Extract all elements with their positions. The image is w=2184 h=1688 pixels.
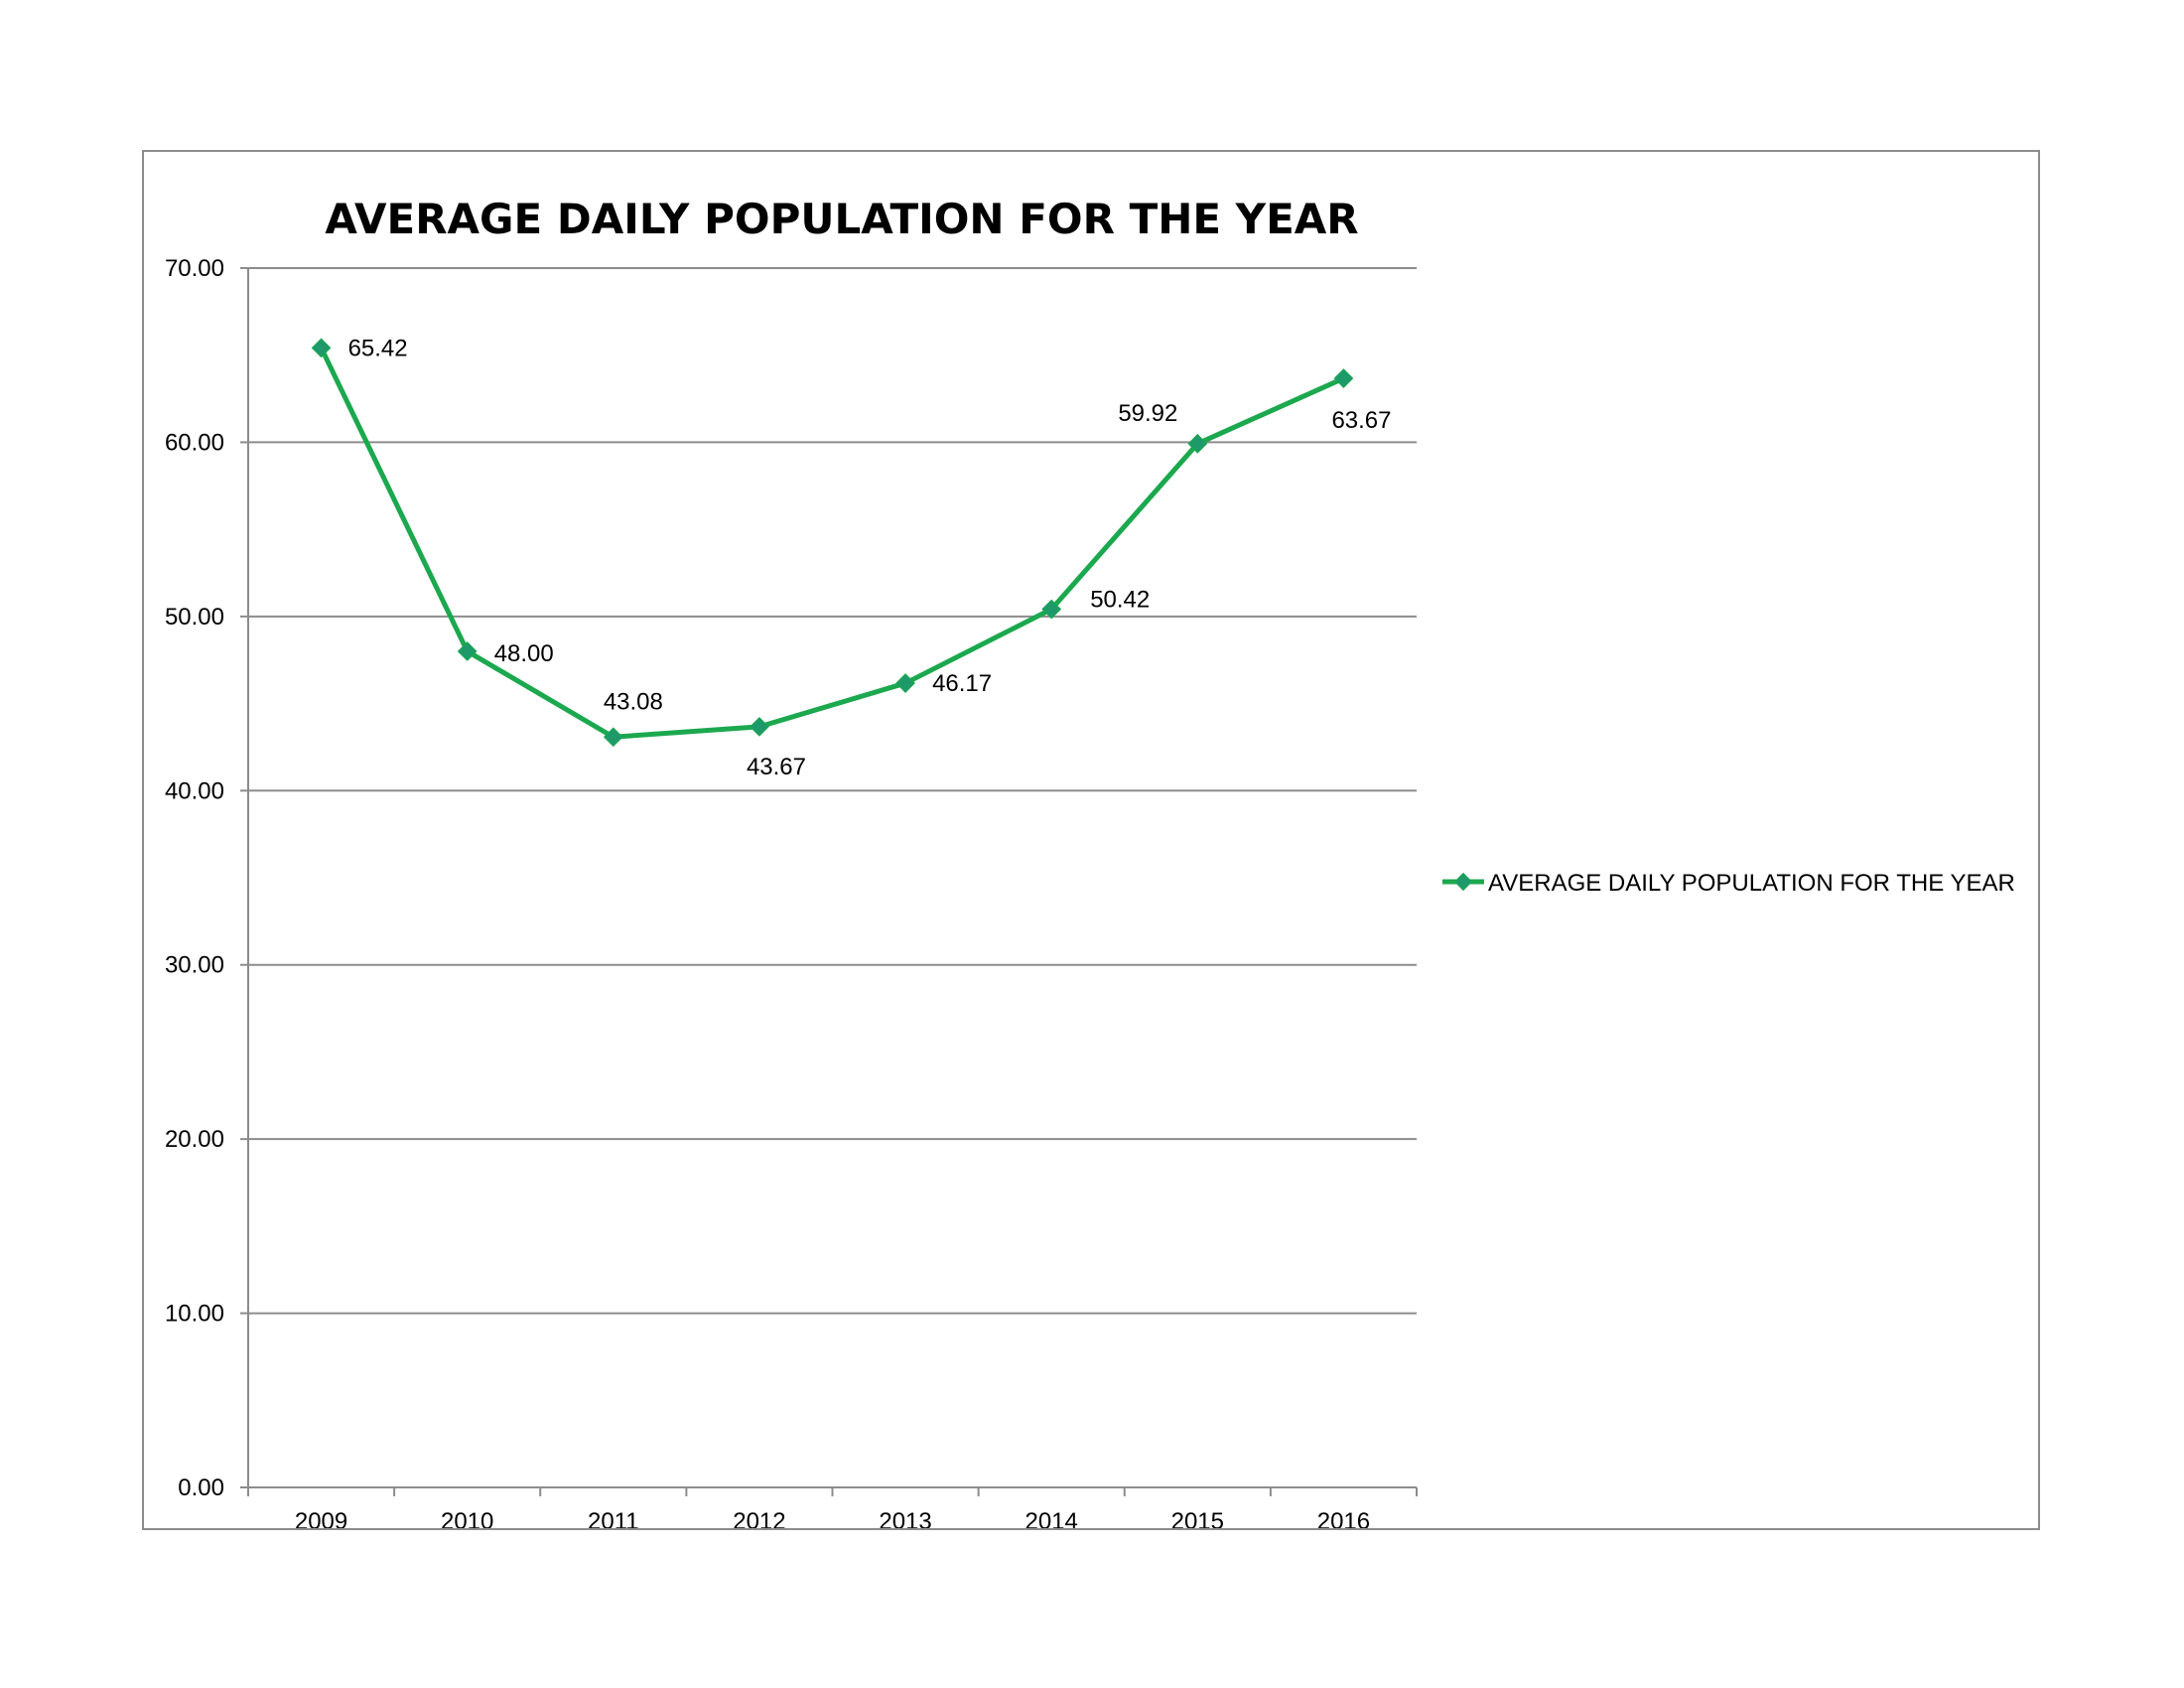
legend: AVERAGE DAILY POPULATION FOR THE YEAR [1442,870,2015,897]
data-label: 63.67 [1331,407,1391,434]
data-label: 50.42 [1090,586,1150,613]
legend-label: AVERAGE DAILY POPULATION FOR THE YEAR [1488,870,2015,897]
x-tick-label: 2009 [295,1508,347,1528]
x-tick-label: 2014 [1024,1508,1077,1528]
series-layer [311,338,1354,748]
data-point [750,717,769,737]
y-tick-label: 70.00 [165,255,224,282]
chart-title: AVERAGE DAILY POPULATION FOR THE YEAR [325,195,1358,243]
y-tick-label: 30.00 [165,952,224,979]
chart-svg: AVERAGE DAILY POPULATION FOR THE YEAR 0.… [165,195,2015,1528]
data-label: 48.00 [494,640,554,667]
y-tick-label: 20.00 [165,1126,224,1153]
data-label: 65.42 [348,335,408,361]
x-tick-label: 2015 [1171,1508,1224,1528]
data-label: 46.17 [932,670,992,697]
series-line [319,347,1345,740]
y-tick-label: 0.00 [178,1475,224,1501]
data-point [457,641,478,661]
x-tick-label: 2012 [733,1508,785,1528]
legend-marker [1453,872,1473,892]
x-tick-label: 2013 [879,1508,931,1528]
data-label: 43.08 [604,688,663,715]
y-tick-label: 60.00 [165,429,224,456]
chart-frame: AVERAGE DAILY POPULATION FOR THE YEAR 0.… [142,150,2040,1530]
axis-layer: 0.00 10.00 20.00 30.00 40.00 50.00 60.00 70.00 2… [165,255,1418,1528]
data-label: 43.67 [747,754,806,780]
y-tick-label: 10.00 [165,1301,224,1328]
y-tick-label: 40.00 [165,777,224,804]
data-point [1333,368,1354,388]
data-point [895,673,915,693]
data-point [603,727,623,748]
data-label: 59.92 [1118,400,1177,427]
data-point [1187,433,1208,454]
x-tick-label: 2016 [1317,1508,1370,1528]
x-tick-label: 2011 [588,1508,639,1528]
label-layer: 65.42 48.00 43.08 43.67 46.17 50.42 59.92 63.67 [348,335,1392,780]
grid-layer [248,267,1417,1488]
data-point [311,338,332,358]
x-tick-label: 2010 [441,1508,493,1528]
y-tick-label: 50.00 [165,604,224,631]
data-point [1041,599,1062,620]
